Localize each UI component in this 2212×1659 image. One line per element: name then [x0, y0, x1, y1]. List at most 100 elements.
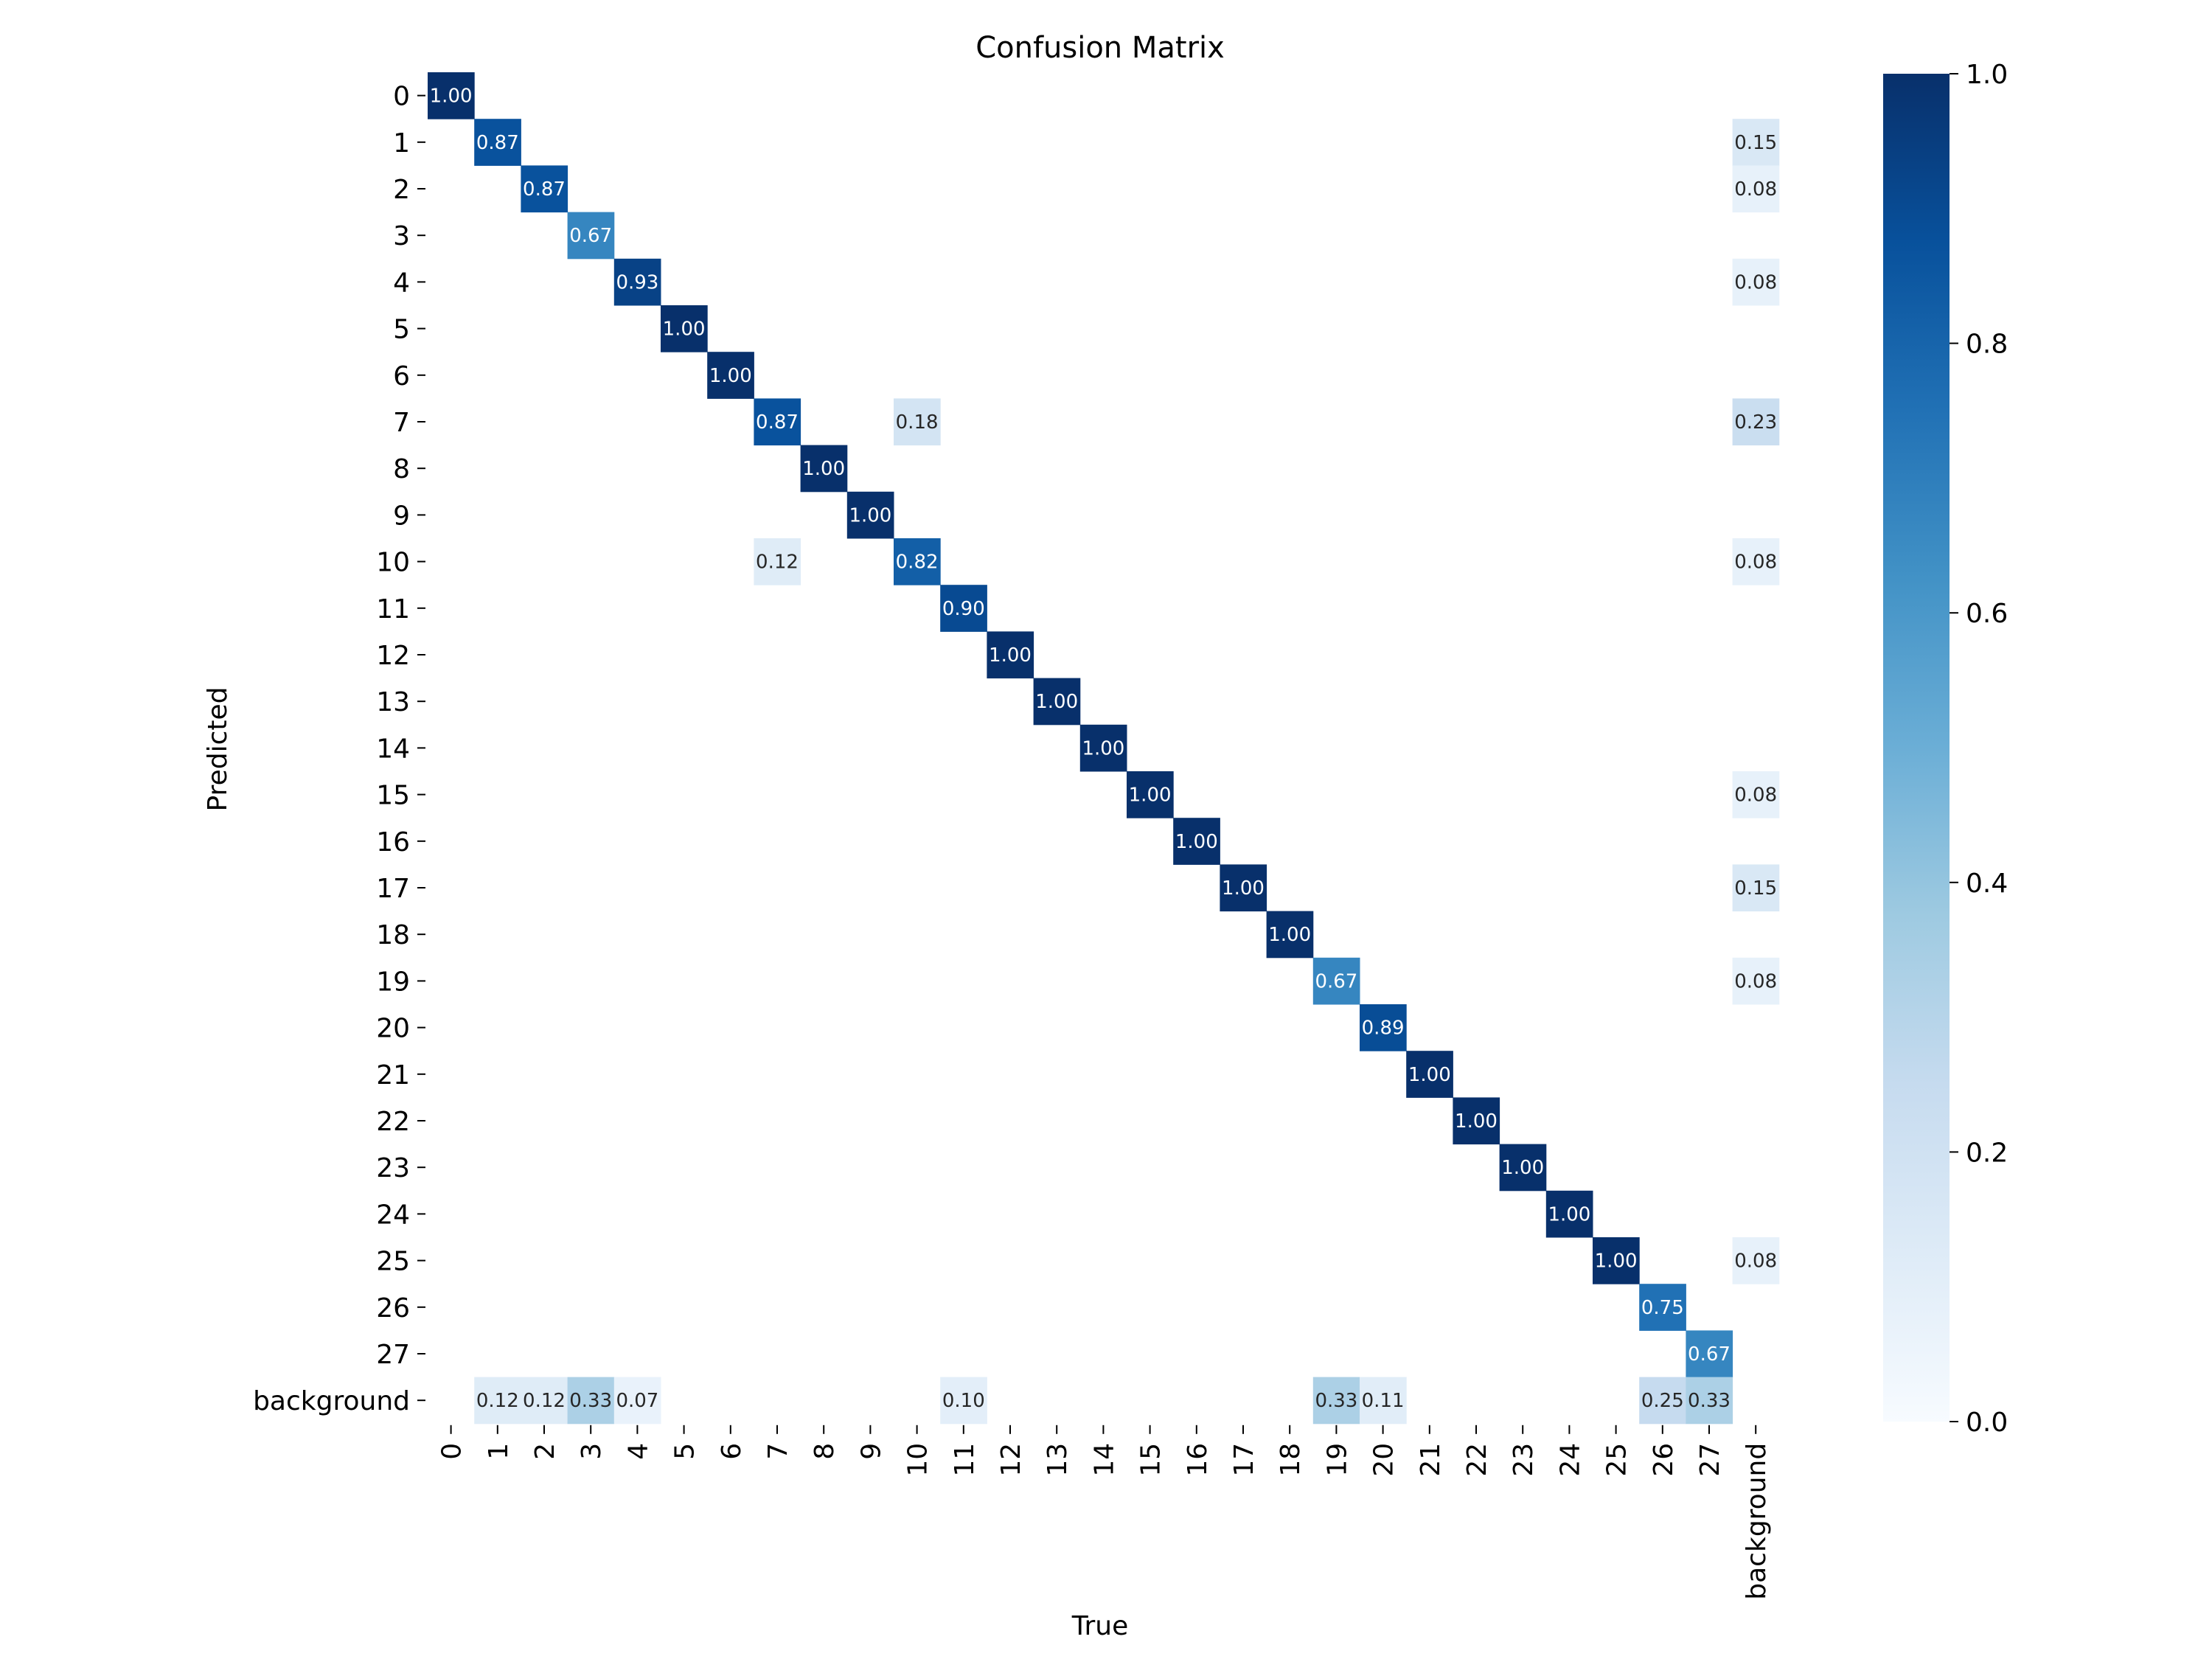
- y-tick-label: 13: [376, 687, 410, 717]
- heatmap-cell: [1079, 724, 1127, 772]
- cell-value-label: 0.93: [616, 271, 658, 293]
- cell-value-label: 0.10: [942, 1390, 985, 1412]
- x-tick-label: 4: [623, 1443, 653, 1460]
- heatmap-cell: [987, 631, 1034, 679]
- cell-value-label: 0.87: [476, 132, 519, 154]
- y-tick-label: 14: [376, 734, 410, 764]
- x-tick-label: 3: [577, 1443, 607, 1460]
- cell-value-label: 0.08: [1734, 785, 1777, 807]
- heatmap-cell: [1593, 1237, 1640, 1284]
- x-tick-label: 17: [1229, 1443, 1259, 1477]
- cell-value-label: 1.00: [1268, 924, 1311, 946]
- x-tick-label: 6: [717, 1443, 747, 1460]
- heatmap-cell: [1732, 864, 1780, 912]
- y-tick-label: 10: [376, 548, 410, 578]
- heatmap-cell: [1686, 1377, 1733, 1425]
- heatmap-cell: [800, 445, 848, 493]
- y-tick-label: 2: [393, 175, 410, 205]
- heatmap-cell: [1033, 678, 1081, 726]
- x-tick-label: 12: [996, 1443, 1026, 1477]
- x-tick-label: 20: [1369, 1443, 1399, 1477]
- heatmap-cell: [474, 119, 521, 166]
- cell-value-label: 1.00: [709, 365, 752, 387]
- cell-value-label: 0.25: [1641, 1390, 1684, 1412]
- x-tick-label: 9: [856, 1443, 886, 1460]
- x-axis-ticks: 0 1 2 3 4 5 6 7 8 9 10 11 12 13 14 15 16 17 18 19 20 21 22 23 24…: [437, 1425, 1772, 1600]
- y-tick-label: 27: [376, 1340, 410, 1370]
- heatmap-cell: [1360, 1004, 1407, 1051]
- cell-value-label: 0.08: [1734, 552, 1777, 574]
- heatmap-cell: [521, 165, 568, 213]
- cell-value-label: 0.12: [476, 1390, 519, 1412]
- cell-value-label: 0.12: [523, 1390, 566, 1412]
- cell-value-label: 0.33: [1688, 1390, 1731, 1412]
- cell-value-label: 1.00: [430, 86, 473, 108]
- cell-value-label: 0.08: [1734, 178, 1777, 201]
- cell-value-label: 1.00: [849, 504, 891, 526]
- heatmap-cell: [474, 1377, 521, 1425]
- heatmap-cell: [1732, 957, 1780, 1005]
- heatmap-cell: [1732, 538, 1780, 585]
- cell-value-label: 0.08: [1734, 1251, 1777, 1273]
- heatmap-cell: [940, 585, 987, 632]
- y-tick-label: 4: [393, 268, 410, 298]
- cell-value-label: 0.12: [756, 552, 799, 574]
- cell-value-label: 1.00: [1082, 737, 1124, 759]
- x-tick-label: 25: [1602, 1443, 1632, 1477]
- colorbar-tick-label: 0.6: [1966, 599, 2008, 629]
- cell-value-label: 0.90: [942, 598, 985, 620]
- x-tick-label: 26: [1649, 1443, 1679, 1477]
- heatmap-cell: [1732, 165, 1780, 213]
- cell-value-label: 0.87: [756, 411, 799, 434]
- heatmap-cell: [1266, 911, 1314, 959]
- heatmap-cell: [1312, 1377, 1360, 1425]
- x-tick-label: 27: [1695, 1443, 1725, 1477]
- heatmap-cell: [1312, 957, 1360, 1005]
- cell-value-label: 0.08: [1734, 271, 1777, 293]
- heatmap-cell: [1220, 864, 1267, 912]
- heatmap-cell: [613, 258, 661, 306]
- heatmap-cell: [1173, 818, 1220, 865]
- x-tick-label: 5: [670, 1443, 700, 1460]
- x-tick-label: 7: [763, 1443, 793, 1460]
- y-axis-ticks: 0123456789101112131415161718192021222324…: [253, 82, 425, 1416]
- y-tick-label: 19: [376, 967, 410, 997]
- heatmap-cell: [1686, 1330, 1733, 1378]
- heatmap-cell: [1639, 1377, 1686, 1425]
- cell-value-label: 1.00: [1455, 1110, 1498, 1133]
- x-tick-label: 1: [484, 1443, 514, 1460]
- cell-value-label: 0.15: [1734, 132, 1777, 154]
- heatmap-cell: [1639, 1284, 1686, 1331]
- cell-value-label: 0.08: [1734, 970, 1777, 992]
- x-tick-label: 23: [1509, 1443, 1539, 1477]
- heatmap-cell: [846, 491, 894, 539]
- y-tick-label: 17: [376, 874, 410, 904]
- y-tick-label: 26: [376, 1293, 410, 1324]
- heatmap-cell: [1499, 1144, 1547, 1192]
- y-tick-label: 5: [393, 315, 410, 345]
- heatmap-cell: [613, 1377, 661, 1425]
- heatmap-cell: [1732, 119, 1780, 166]
- cell-value-label: 0.18: [896, 411, 939, 434]
- heatmap-cell: [567, 1377, 615, 1425]
- heatmap-cell: [754, 398, 801, 446]
- cell-value-label: 0.75: [1641, 1297, 1684, 1319]
- cell-value-label: 0.23: [1734, 411, 1777, 434]
- x-tick-label: 10: [903, 1443, 933, 1477]
- heatmap-cell: [894, 398, 941, 446]
- heatmap-cell: [940, 1377, 987, 1425]
- colorbar-tick-label: 0.2: [1966, 1138, 2008, 1168]
- cell-value-label: 1.00: [1548, 1203, 1590, 1225]
- cell-value-label: 0.07: [616, 1390, 658, 1412]
- x-tick-label: 15: [1136, 1443, 1166, 1477]
- x-tick-label: 11: [950, 1443, 980, 1477]
- y-tick-label: 9: [393, 501, 410, 531]
- x-tick-label: 2: [530, 1443, 560, 1460]
- cell-value-label: 1.00: [1129, 785, 1172, 807]
- y-tick-label: 1: [393, 128, 410, 159]
- x-tick-label: 8: [810, 1443, 840, 1460]
- y-tick-label: 18: [376, 920, 410, 950]
- x-axis-label: True: [1071, 1611, 1128, 1641]
- y-tick-label: 6: [393, 361, 410, 392]
